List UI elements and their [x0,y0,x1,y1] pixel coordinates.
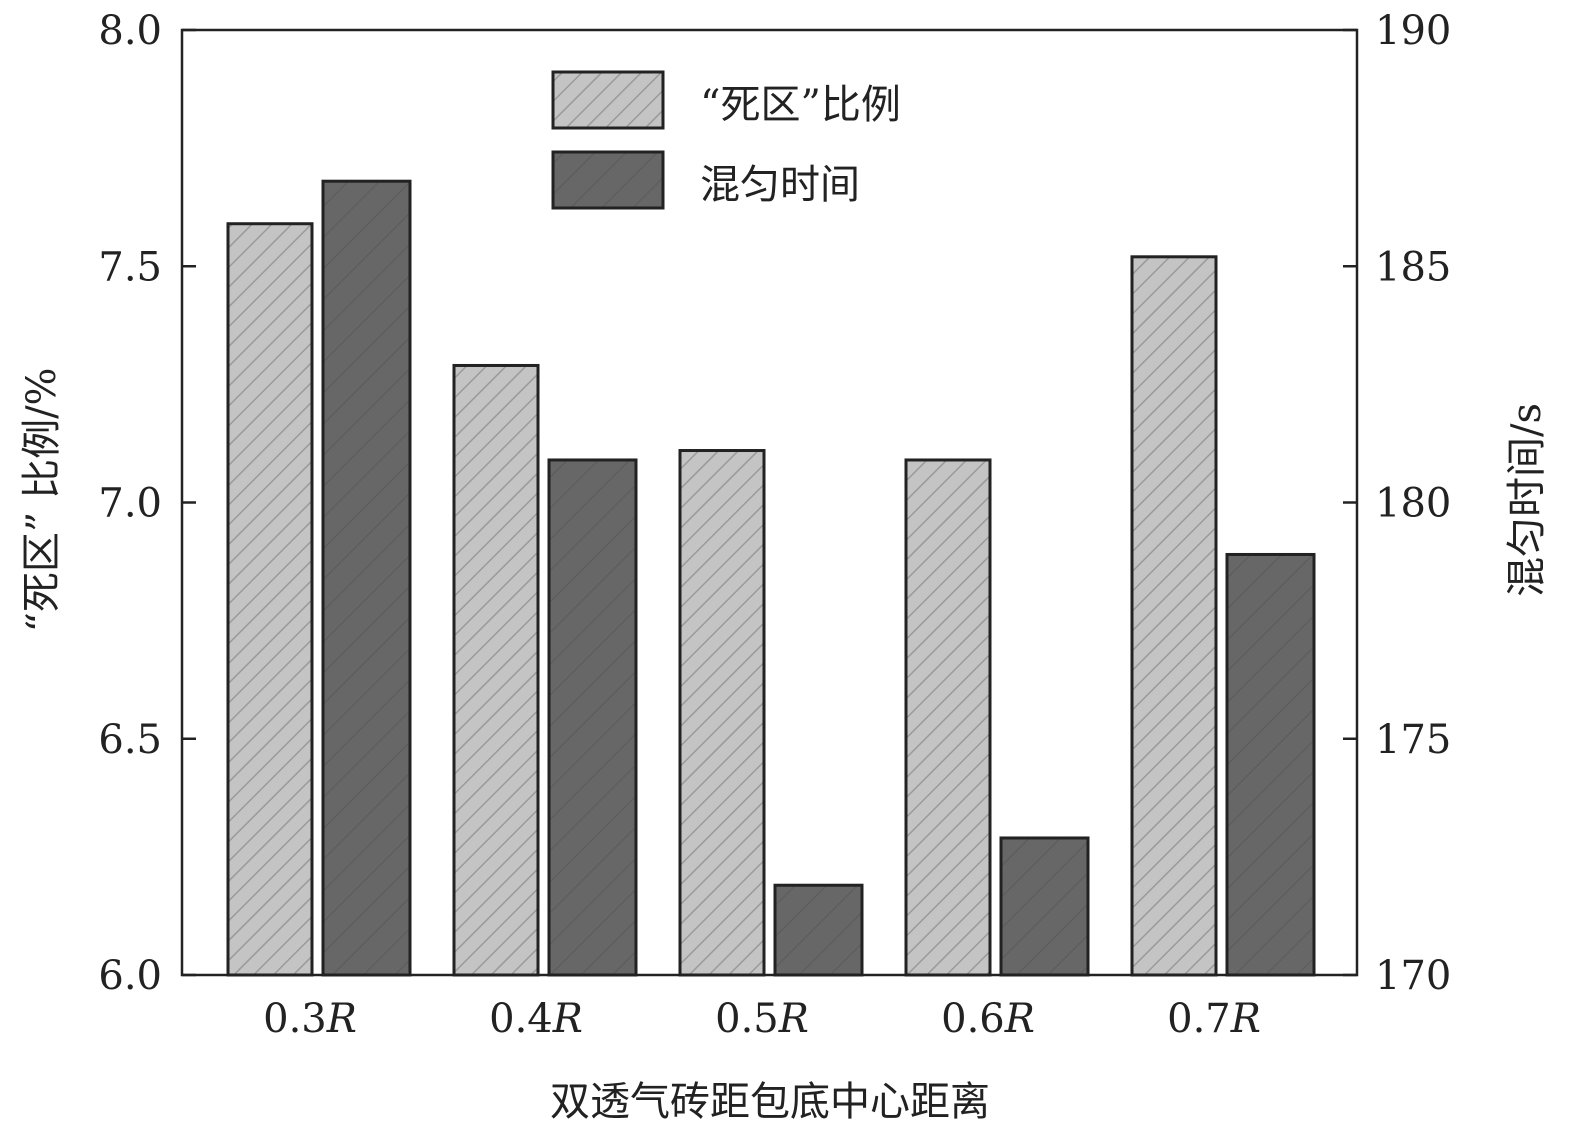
left-y-tick-label: 7.5 [98,244,162,290]
right-y-tick-label: 170 [1375,953,1451,999]
bar-mixing-time-0.7R [1225,552,1316,977]
bar-dead-zone-0.4R [452,363,540,977]
left-y-tick-label: 6.5 [98,717,162,763]
legend: “死区”比例 混匀时间 [551,70,901,210]
x-tick-label: 0.5R [715,996,809,1042]
right-y-tick-label: 180 [1375,481,1451,527]
bar-mixing-time-0.3R [321,179,412,977]
legend-swatch-dead-zone [551,70,665,130]
right-y-tick-label: 185 [1375,244,1451,290]
bar-dead-zone-0.5R [678,449,766,977]
x-tick-label: 0.6R [941,996,1035,1042]
legend-label-dead-zone: “死区”比例 [700,82,901,128]
left-y-tick-label: 7.0 [98,481,162,527]
x-tick-label: 0.7R [1167,996,1261,1042]
right-y-axis-label: 混匀时间/s [1504,403,1550,597]
x-tick-label: 0.4R [489,996,583,1042]
x-axis-label: 双透气砖距包底中心距离 [550,1079,990,1125]
left-y-axis-label: “死区” 比例/% [19,367,65,632]
x-tick-label: 0.3R [263,996,357,1042]
bar-mixing-time-0.4R [547,458,638,977]
bar-dead-zone-0.7R [1130,255,1218,977]
bar-mixing-time-0.6R [999,836,1090,977]
left-y-tick-label: 8.0 [98,8,162,54]
right-y-tick-label: 190 [1375,8,1451,54]
right-y-tick-label: 175 [1375,717,1451,763]
legend-label-mixing-time: 混匀时间 [700,162,860,208]
left-y-tick-label: 6.0 [98,953,162,999]
bar-mixing-time-0.5R [773,883,864,977]
legend-swatch-mixing-time [551,150,665,210]
bar-dead-zone-0.3R [226,222,314,977]
bar-dead-zone-0.6R [904,458,992,977]
